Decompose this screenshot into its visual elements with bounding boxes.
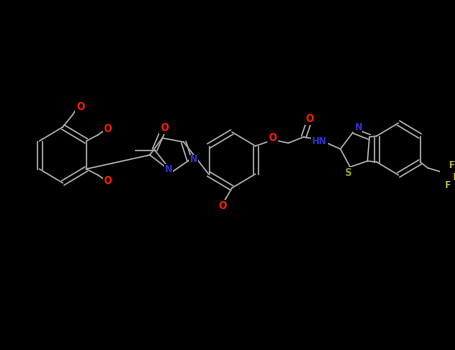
Text: O: O <box>218 201 227 211</box>
Text: O: O <box>268 133 277 143</box>
Text: O: O <box>160 123 168 133</box>
Text: S: S <box>344 168 352 178</box>
Text: N: N <box>189 155 197 164</box>
Text: F: F <box>452 174 455 182</box>
Text: N: N <box>164 164 172 174</box>
Text: O: O <box>103 124 111 134</box>
Text: F: F <box>448 161 454 170</box>
Text: F: F <box>444 182 450 190</box>
Text: O: O <box>305 114 313 124</box>
Text: O: O <box>103 176 111 186</box>
Text: O: O <box>76 102 84 112</box>
Text: N: N <box>354 122 362 132</box>
Text: HN: HN <box>312 136 327 146</box>
